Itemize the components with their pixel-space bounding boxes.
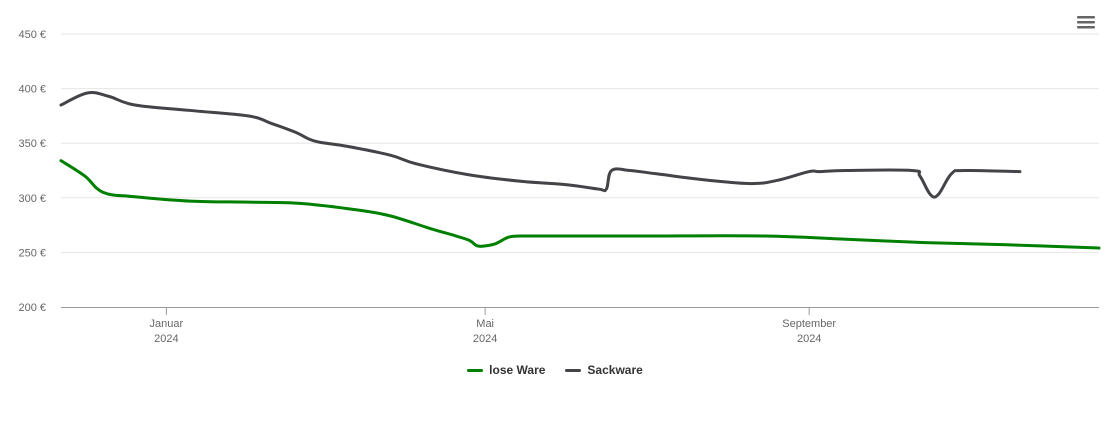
series-line-lose-ware[interactable] xyxy=(59,159,1101,250)
x-tick-label-year: 2024 xyxy=(154,333,178,345)
legend-item-lose-ware[interactable]: lose Ware xyxy=(467,363,545,377)
y-tick-label: 200 € xyxy=(18,302,46,314)
y-tick-label: 300 € xyxy=(18,193,46,205)
chart-legend: lose Ware Sackware xyxy=(0,363,1110,377)
x-tick-label-month: Mai xyxy=(476,318,494,330)
x-tick-label-year: 2024 xyxy=(473,333,497,345)
legend-swatch xyxy=(467,368,484,372)
y-tick-label: 250 € xyxy=(18,247,46,259)
grid-layer xyxy=(61,33,1099,253)
legend-swatch xyxy=(565,368,582,372)
hamburger-menu-icon xyxy=(1077,16,1095,29)
chart-menu-button[interactable] xyxy=(1074,12,1098,32)
x-tick-label-month: September xyxy=(782,318,836,330)
axis-layer: 200 € 250 € 300 € 350 € 400 € 450 € Januar 2024… xyxy=(18,29,1099,345)
x-tick-label-year: 2024 xyxy=(797,333,821,345)
x-tick-label-month: Januar xyxy=(150,318,184,330)
legend-label: lose Ware xyxy=(489,363,546,377)
y-tick-label: 450 € xyxy=(18,29,46,41)
legend-label: Sackware xyxy=(587,363,643,377)
legend-item-sackware[interactable]: Sackware xyxy=(565,363,643,377)
series-layer xyxy=(59,91,1101,250)
y-tick-label: 400 € xyxy=(18,84,46,96)
y-tick-label: 350 € xyxy=(18,138,46,150)
series-line-sackware[interactable] xyxy=(59,91,1022,199)
